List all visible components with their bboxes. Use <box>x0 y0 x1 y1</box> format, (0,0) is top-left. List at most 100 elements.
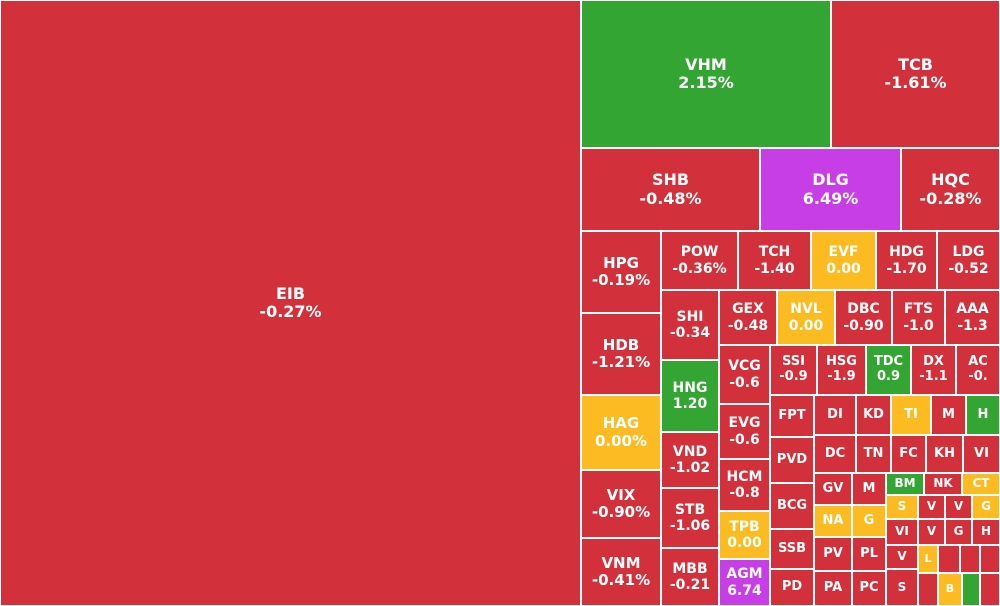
treemap-tile[interactable]: AC -0. <box>956 345 1000 395</box>
treemap-tile[interactable]: FTS -1.0 <box>892 290 945 345</box>
treemap-tile[interactable]: V <box>918 519 945 545</box>
treemap-tile[interactable]: EIB -0.27% <box>0 0 581 606</box>
treemap-tile[interactable]: FC <box>891 435 926 473</box>
treemap-tile[interactable]: NVL 0.00 <box>777 290 835 345</box>
treemap-tile[interactable]: SHI -0.34 <box>661 290 719 360</box>
treemap-tile[interactable]: PA <box>814 571 852 606</box>
treemap-tile[interactable]: AAA -1.3 <box>945 290 1000 345</box>
tile-ticker: HDB <box>602 335 640 354</box>
treemap-tile[interactable]: VHM 2.15% <box>581 0 831 148</box>
treemap-tile[interactable]: HNG 1.20 <box>661 360 719 432</box>
treemap-tile[interactable]: M <box>931 395 966 435</box>
treemap-tile[interactable]: VND -1.02 <box>661 432 719 488</box>
tile-change: -0.27% <box>259 302 322 321</box>
treemap-tile[interactable]: NK <box>924 473 962 495</box>
treemap-tile[interactable]: LDG -0.52 <box>937 231 1000 290</box>
treemap-tile[interactable]: HDG -1.70 <box>876 231 937 290</box>
treemap-tile[interactable]: VI <box>886 519 918 545</box>
treemap-tile[interactable]: TCB -1.61% <box>831 0 1000 148</box>
treemap-tile[interactable]: MBB -0.21 <box>661 548 719 606</box>
tile-ticker: HAG <box>602 414 640 433</box>
treemap-tile[interactable]: PD <box>770 569 814 606</box>
treemap-tile[interactable]: PC <box>852 571 886 606</box>
treemap-tile[interactable]: V <box>945 495 972 519</box>
treemap-tile[interactable]: DI <box>814 395 856 435</box>
treemap-tile[interactable]: TI <box>891 395 931 435</box>
tile-ticker: NA <box>822 512 844 528</box>
tile-ticker: V <box>953 499 964 514</box>
treemap-tile[interactable]: VI <box>963 435 1000 473</box>
tile-ticker: DI <box>827 406 843 422</box>
treemap-tile[interactable] <box>938 545 960 573</box>
tile-ticker: DLG <box>812 170 849 190</box>
tile-ticker: HPG <box>603 253 639 272</box>
treemap-tile[interactable]: KH <box>926 435 963 473</box>
treemap-tile[interactable]: BCG <box>770 483 814 529</box>
treemap-tile[interactable]: KD <box>856 395 891 435</box>
tile-ticker: VI <box>974 445 989 461</box>
treemap-tile[interactable]: TPB 0.00 <box>719 511 770 559</box>
treemap-tile[interactable]: GV <box>814 473 852 505</box>
tile-ticker: HCM <box>726 468 763 485</box>
treemap-tile[interactable]: DBC -0.90 <box>835 290 892 345</box>
treemap-tile[interactable]: EVG -0.6 <box>719 404 770 459</box>
tile-change: 0.9 <box>876 369 901 384</box>
treemap-tile[interactable]: DX -1.1 <box>911 345 956 395</box>
treemap-tile[interactable]: H <box>966 395 1000 435</box>
treemap-tile[interactable]: L <box>918 545 938 573</box>
treemap-tile[interactable]: HAG 0.00% <box>581 395 661 470</box>
treemap-tile[interactable] <box>960 545 980 573</box>
treemap-tile[interactable]: G <box>972 495 1000 519</box>
treemap-tile[interactable]: HSG -1.9 <box>817 345 866 395</box>
treemap-tile[interactable]: G <box>852 505 886 537</box>
treemap-tile[interactable]: SSB <box>770 529 814 569</box>
tile-ticker: V <box>897 549 907 564</box>
treemap-tile[interactable]: GEX -0.48 <box>719 290 777 345</box>
tile-ticker: EVG <box>728 415 761 432</box>
treemap-tile[interactable]: PVD <box>770 437 814 483</box>
treemap-tile[interactable]: SHB -0.48% <box>581 148 760 231</box>
treemap-tile[interactable]: STB -1.06 <box>661 488 719 548</box>
treemap-tile[interactable]: DLG 6.49% <box>760 148 901 231</box>
treemap-tile[interactable]: NA <box>814 505 852 537</box>
treemap-tile[interactable]: VCG -0.6 <box>719 345 770 404</box>
treemap-tile[interactable]: CT <box>962 473 1000 495</box>
treemap-tile[interactable]: H <box>972 519 1000 545</box>
treemap-tile[interactable]: S <box>886 495 918 519</box>
treemap-tile[interactable]: V <box>886 545 918 569</box>
treemap-tile[interactable]: FPT <box>770 395 814 437</box>
treemap-tile[interactable]: TDC 0.9 <box>866 345 911 395</box>
treemap-tile[interactable]: BM <box>886 473 924 495</box>
treemap-tile[interactable] <box>980 573 1000 606</box>
tile-ticker: SSB <box>777 540 807 556</box>
treemap-tile[interactable]: TCH -1.40 <box>738 231 811 290</box>
treemap-tile[interactable]: PV <box>814 537 852 571</box>
treemap-tile[interactable]: TN <box>856 435 891 473</box>
treemap-tile[interactable]: VNM -0.41% <box>581 538 661 606</box>
treemap-tile[interactable]: EVF 0.00 <box>811 231 876 290</box>
treemap-tile[interactable]: AGM 6.74 <box>719 559 770 606</box>
treemap-tile[interactable] <box>918 573 938 606</box>
treemap-tile[interactable]: B <box>938 573 962 606</box>
tile-ticker: PVD <box>776 451 808 467</box>
treemap-tile[interactable] <box>962 573 980 606</box>
treemap-tile[interactable]: HDB -1.21% <box>581 313 661 395</box>
treemap-tile[interactable]: HPG -0.19% <box>581 231 661 313</box>
tile-ticker: POW <box>680 244 719 261</box>
treemap-tile[interactable]: S <box>886 569 918 606</box>
tile-ticker: S <box>897 499 907 514</box>
treemap-tile[interactable]: HQC -0.28% <box>901 148 1000 231</box>
treemap-tile[interactable]: G <box>945 519 972 545</box>
tile-ticker: HNG <box>672 379 708 396</box>
treemap-tile[interactable]: V <box>918 495 945 519</box>
treemap-tile[interactable]: POW -0.36% <box>661 231 738 290</box>
treemap-tile[interactable]: VIX -0.90% <box>581 470 661 538</box>
treemap-tile[interactable] <box>980 545 1000 573</box>
treemap-tile[interactable]: PL <box>852 537 886 571</box>
tile-ticker: L <box>924 551 932 565</box>
treemap-tile[interactable]: M <box>852 473 886 505</box>
tile-ticker: TDC <box>873 354 904 370</box>
treemap-tile[interactable]: HCM -0.8 <box>719 459 770 511</box>
treemap-tile[interactable]: DC <box>814 435 856 473</box>
treemap-tile[interactable]: SSI -0.9 <box>770 345 817 395</box>
